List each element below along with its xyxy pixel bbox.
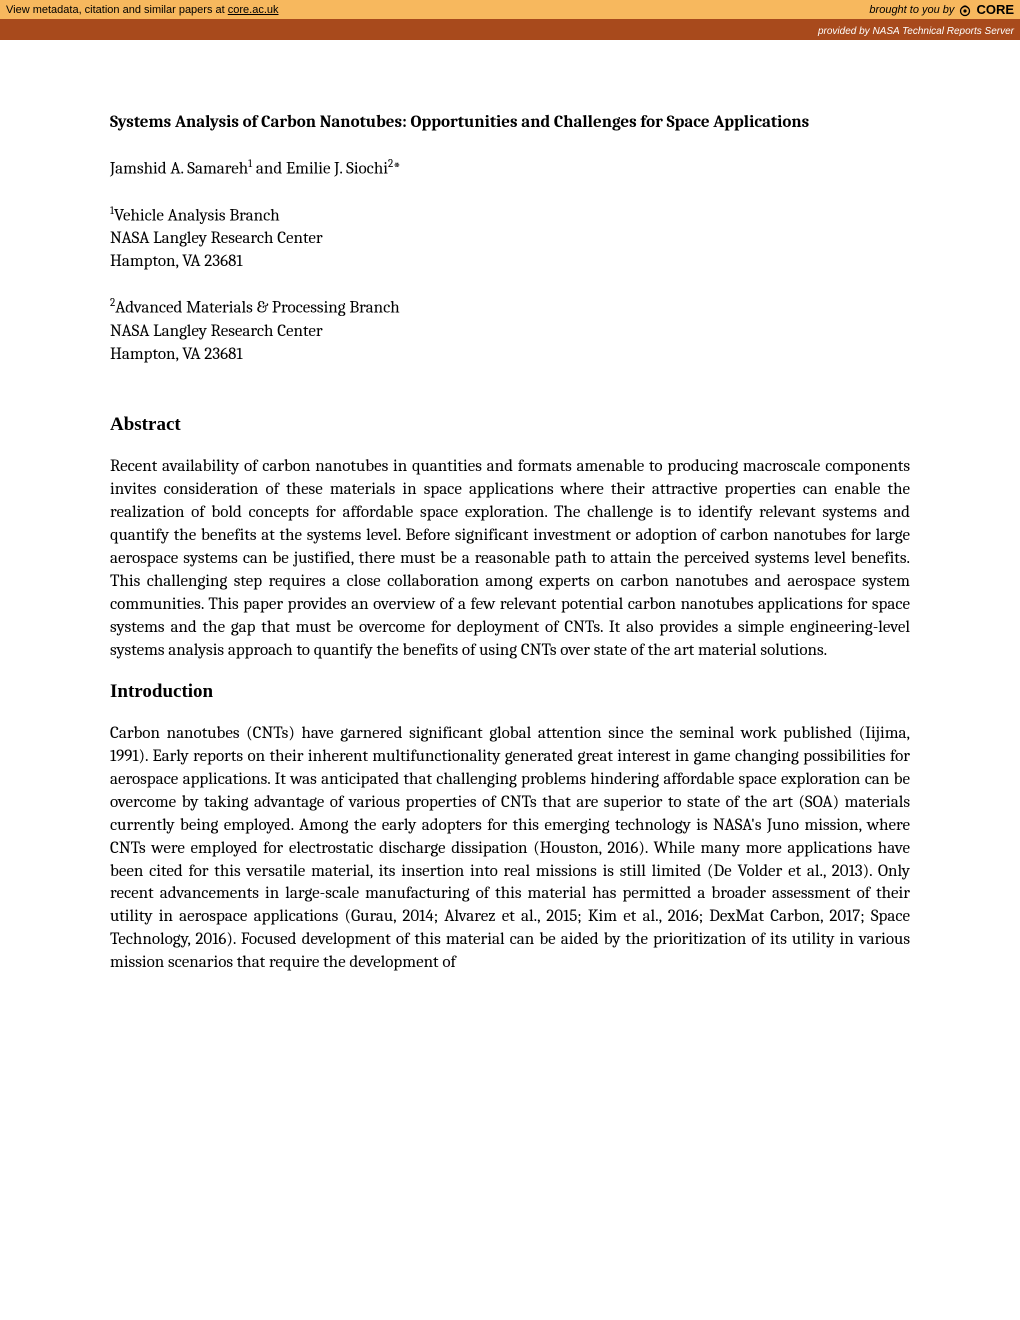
paper-title: Systems Analysis of Carbon Nanotubes: Op… (110, 112, 910, 135)
authors-line: Jamshid A. Samareh1 and Emilie J. Siochi… (110, 157, 910, 182)
page-content: Systems Analysis of Carbon Nanotubes: Op… (0, 40, 1020, 975)
aff2-line3: Hampton, VA 23681 (110, 345, 243, 364)
affiliation-1: 1Vehicle Analysis Branch NASA Langley Re… (110, 204, 910, 274)
banner-prefix: View metadata, citation and similar pape… (6, 4, 228, 16)
core-logo-text: CORE (976, 2, 1014, 17)
introduction-heading: Introduction (110, 681, 910, 703)
aff1-line3: Hampton, VA 23681 (110, 252, 243, 271)
affiliation-2: 2Advanced Materials & Processing Branch … (110, 296, 910, 366)
banner-right: brought to you by CORE (869, 2, 1014, 17)
banner-left-text: View metadata, citation and similar pape… (6, 4, 279, 16)
core-banner: View metadata, citation and similar pape… (0, 0, 1020, 24)
aff2-line2: NASA Langley Research Center (110, 322, 323, 341)
core-link[interactable]: core.ac.uk (228, 4, 279, 16)
aff1-line2: NASA Langley Research Center (110, 229, 323, 248)
abstract-heading: Abstract (110, 414, 910, 436)
abstract-body: Recent availability of carbon nanotubes … (110, 456, 910, 662)
introduction-body: Carbon nanotubes (CNTs) have garnered si… (110, 723, 910, 975)
provided-by-text: provided by NASA Technical Reports Serve… (818, 26, 1014, 37)
sub-banner: provided by NASA Technical Reports Serve… (0, 24, 1020, 40)
core-icon (958, 3, 972, 17)
banner-right-prefix: brought to you by (869, 4, 954, 16)
